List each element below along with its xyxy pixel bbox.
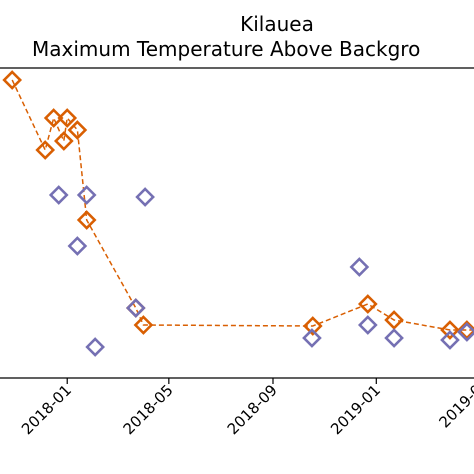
data-point: [384, 328, 404, 348]
data-point: [457, 322, 474, 342]
data-point: [302, 328, 322, 348]
data-point: [125, 298, 146, 318]
data-point: [357, 294, 378, 314]
data-point: [440, 320, 460, 340]
data-point: [76, 185, 97, 205]
data-point: [457, 320, 474, 340]
x-tick-label: 2018-09: [224, 381, 281, 438]
data-point: [384, 310, 404, 330]
x-tick-label: 2019-01: [327, 381, 384, 438]
x-tick-label: 2018-01: [18, 381, 75, 438]
data-point: [357, 315, 378, 335]
data-point: [67, 236, 88, 256]
data-point: [125, 298, 146, 318]
data-point: [67, 120, 88, 140]
data-point: [2, 70, 23, 90]
data-point: [53, 131, 74, 151]
data-point: [48, 185, 69, 205]
data-point: [43, 108, 64, 128]
chart-subtitle: Maximum Temperature Above Backgro: [32, 37, 420, 61]
data-point: [135, 187, 155, 207]
series-line: [11, 79, 474, 331]
x-tick-label: 2019-0: [435, 381, 474, 431]
data-point: [57, 108, 78, 128]
data-point: [133, 315, 154, 335]
data-point: [76, 210, 97, 230]
data-point: [302, 316, 323, 336]
data-point: [35, 140, 56, 160]
data-point: [85, 337, 106, 357]
x-tick-label: 2018-05: [120, 381, 177, 438]
data-point: [349, 257, 370, 277]
series-layer: [2, 70, 474, 357]
data-point: [440, 330, 460, 350]
x-axis-ticks: 2018-01 2018-05 2018-09 2019-01 2019-0: [18, 378, 474, 438]
chart-title: Kilauea: [240, 12, 314, 36]
